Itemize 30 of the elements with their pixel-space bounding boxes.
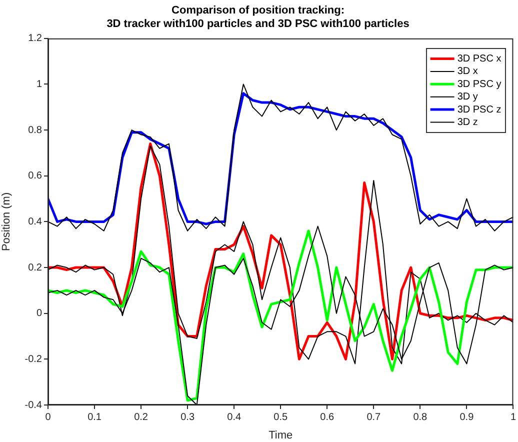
x-tick-label: 0.3 — [180, 412, 195, 423]
legend-label: 3D PSC y — [457, 78, 502, 90]
y-tick-label: 0.4 — [28, 216, 42, 228]
legend-label: 3D y — [457, 92, 478, 103]
y-tick-label: 0.2 — [28, 262, 42, 274]
x-tick-label: 0.7 — [366, 412, 382, 423]
y-tick-label: 0 — [36, 308, 42, 320]
x-tick-label: 0.8 — [413, 412, 428, 423]
x-tick-label: 0.4 — [227, 412, 242, 423]
y-tick-label: 1 — [36, 78, 42, 90]
x-tick-label: 0.1 — [88, 412, 102, 423]
x-tick-label: 0.2 — [134, 412, 148, 423]
y-axis-title: Position (m) — [0, 192, 13, 252]
x-tick-label: 0.9 — [460, 412, 474, 423]
y-tick-label: 0.6 — [28, 170, 42, 182]
legend-label: 3D z — [457, 117, 478, 128]
x-tick-label: 0.6 — [320, 412, 335, 423]
legend-label: 3D PSC z — [457, 104, 502, 116]
x-tick-label: 1 — [510, 412, 516, 423]
legend-label: 3D PSC x — [457, 54, 502, 64]
legend-label: 3D x — [457, 66, 478, 78]
text: Comparison of position tracking: — [172, 4, 344, 17]
y-tick-label: 1.2 — [28, 33, 42, 44]
y-tick-label: -0.2 — [24, 354, 42, 365]
y-tick-label: -0.4 — [24, 400, 42, 411]
x-tick-label: 0 — [45, 412, 52, 423]
text: 3D tracker with100 particles and 3D PSC with100 particles — [106, 18, 410, 30]
x-axis-title: Time — [268, 429, 293, 442]
x-tick-label: 0.5 — [274, 412, 288, 423]
y-tick-label: 0.8 — [28, 124, 42, 136]
